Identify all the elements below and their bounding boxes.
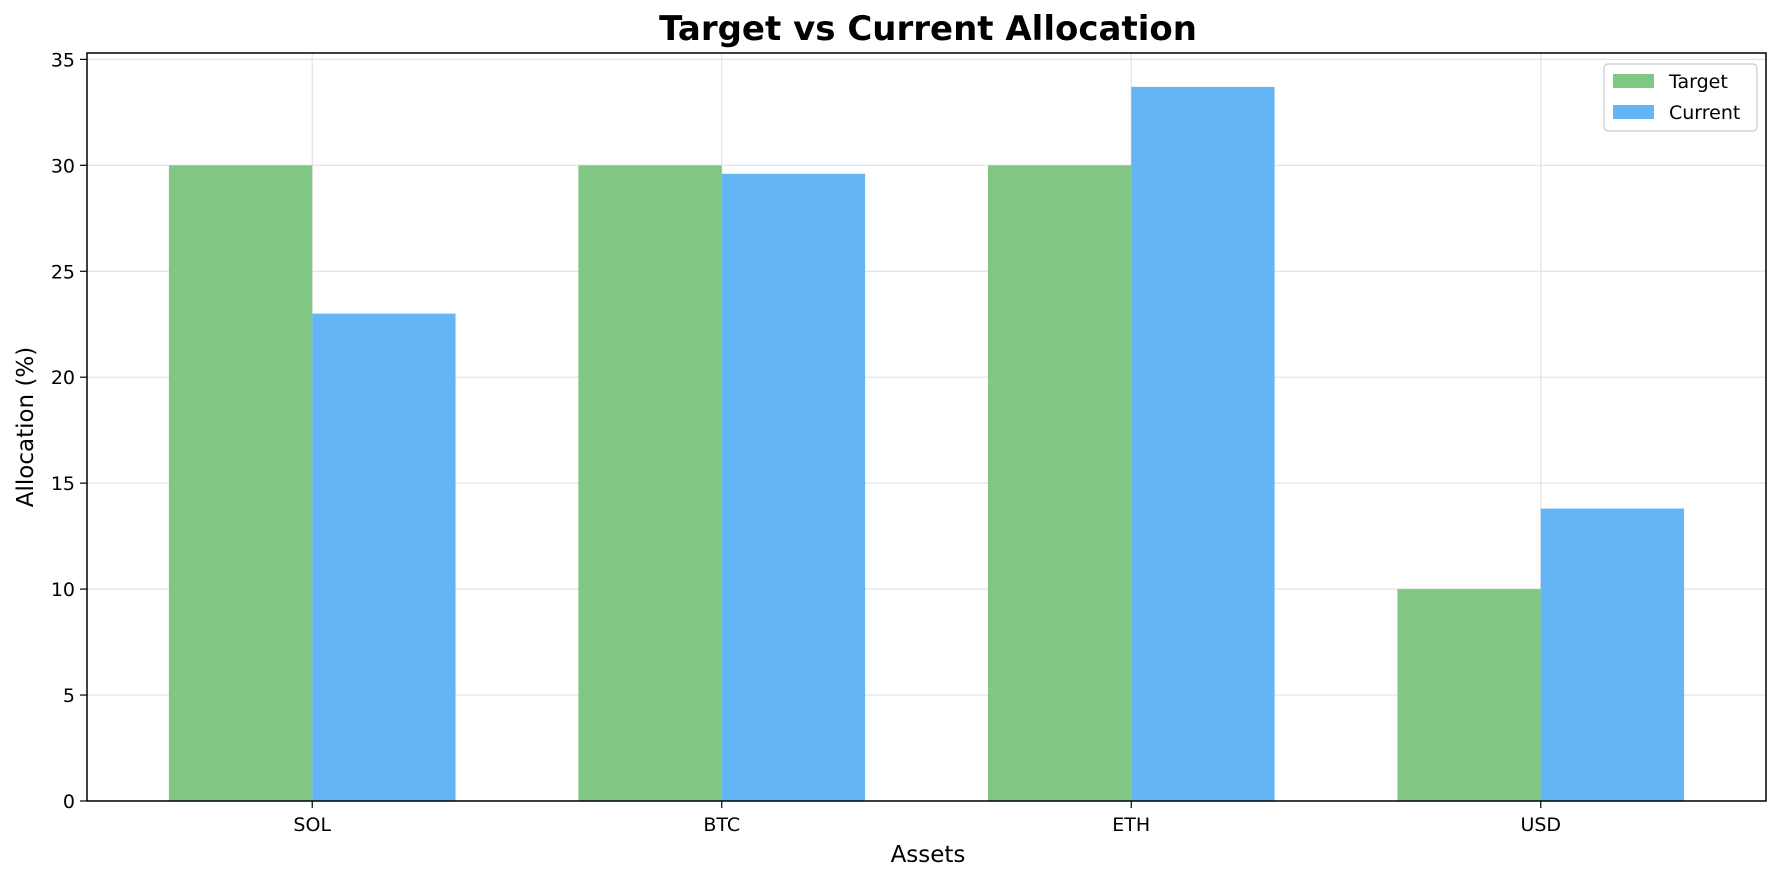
legend-label-current: Current bbox=[1669, 102, 1740, 124]
y-tick-label: 30 bbox=[51, 155, 75, 177]
y-tick-label: 35 bbox=[51, 49, 75, 71]
legend-label-target: Target bbox=[1668, 71, 1728, 93]
bar-current-btc bbox=[721, 173, 866, 802]
bar-current-usd bbox=[1540, 508, 1685, 801]
bar-current-eth bbox=[1131, 86, 1275, 801]
legend-swatch-target bbox=[1613, 74, 1654, 88]
y-axis: 0 5 10 15 20 25 30 35 bbox=[51, 49, 87, 813]
x-tick-label: ETH bbox=[1112, 814, 1150, 836]
y-tick-label: 5 bbox=[63, 685, 75, 707]
legend: Target Current bbox=[1603, 63, 1758, 132]
bar-current-sol bbox=[312, 313, 456, 801]
y-tick-label: 10 bbox=[51, 579, 75, 601]
x-axis: SOL BTC ETH USD bbox=[293, 801, 1561, 836]
bar-target-btc bbox=[578, 165, 722, 801]
y-tick-label: 20 bbox=[51, 367, 75, 389]
x-axis-label: Assets bbox=[891, 842, 966, 868]
y-tick-label: 25 bbox=[51, 261, 75, 283]
y-tick-label: 15 bbox=[51, 473, 75, 495]
bar-target-eth bbox=[987, 165, 1132, 801]
y-axis-label: Allocation (%) bbox=[13, 347, 39, 508]
legend-swatch-current bbox=[1613, 105, 1654, 119]
chart-title: Target vs Current Allocation bbox=[659, 9, 1197, 49]
x-tick-label: USD bbox=[1520, 814, 1561, 836]
bars bbox=[168, 86, 1685, 802]
bar-target-sol bbox=[168, 165, 313, 801]
bar-target-usd bbox=[1397, 589, 1541, 801]
plot-area-frame bbox=[86, 52, 1767, 802]
x-tick-label: BTC bbox=[703, 814, 740, 836]
x-tick-label: SOL bbox=[293, 814, 331, 836]
y-tick-label: 0 bbox=[63, 791, 75, 813]
